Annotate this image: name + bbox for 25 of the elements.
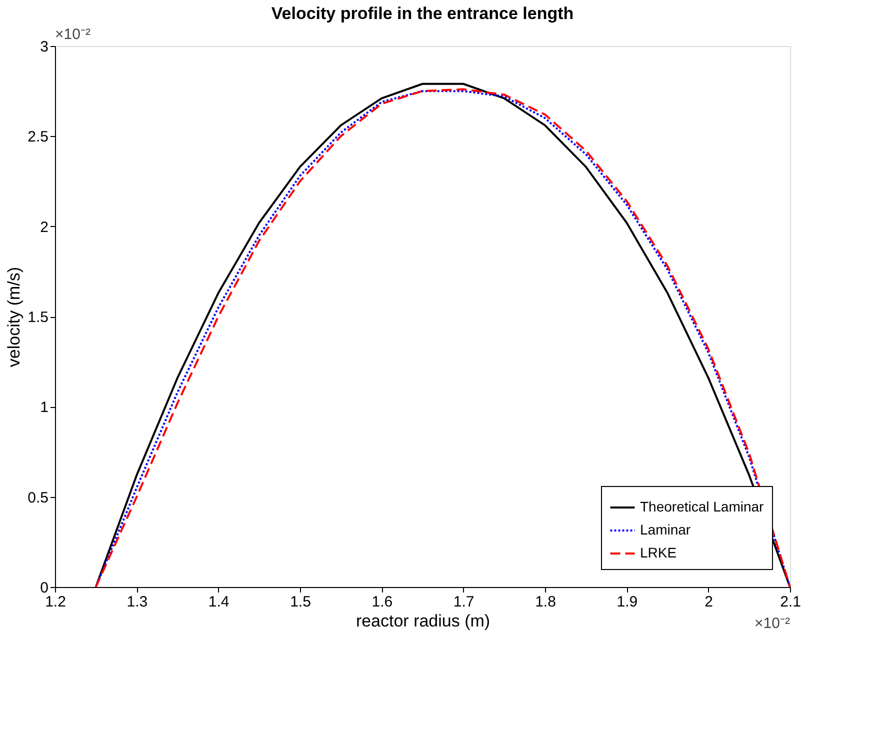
chart-title: Velocity profile in the entrance length — [271, 4, 574, 23]
x-tick-label: 1.6 — [372, 594, 393, 610]
y-tick-label: 0 — [40, 580, 48, 596]
y-tick-label: 2 — [40, 218, 48, 236]
x-tick-label: 2.1 — [780, 594, 801, 610]
x-tick-label: 1.4 — [208, 594, 230, 610]
y-tick-label: 0.5 — [28, 489, 48, 506]
x-tick-label: 1.5 — [290, 594, 311, 610]
y-axis-title: velocity (m/s) — [4, 266, 24, 368]
x-tick-label: 1.2 — [45, 594, 66, 610]
legend-label: LRKE — [640, 544, 677, 560]
y-tick-label: 3 — [40, 38, 48, 56]
x-tick-label: 1.3 — [126, 594, 148, 610]
x-tick-label: 2 — [704, 594, 714, 610]
text: ×10⁻² — [754, 615, 790, 632]
x-tick-label: 1.9 — [616, 594, 638, 610]
x-axis-title: reactor radius (m) — [356, 612, 490, 630]
x-tick-label: 1.7 — [453, 594, 474, 610]
y-tick-label: 1.5 — [28, 309, 48, 326]
legend-label: Theoretical Laminar — [640, 498, 764, 514]
text: ×10⁻² — [55, 26, 90, 43]
y-tick-label: 1 — [40, 399, 48, 416]
x-tick-label: 1.8 — [535, 594, 556, 610]
legend-label: Laminar — [640, 522, 691, 538]
y-tick-label: 2.5 — [28, 128, 48, 146]
